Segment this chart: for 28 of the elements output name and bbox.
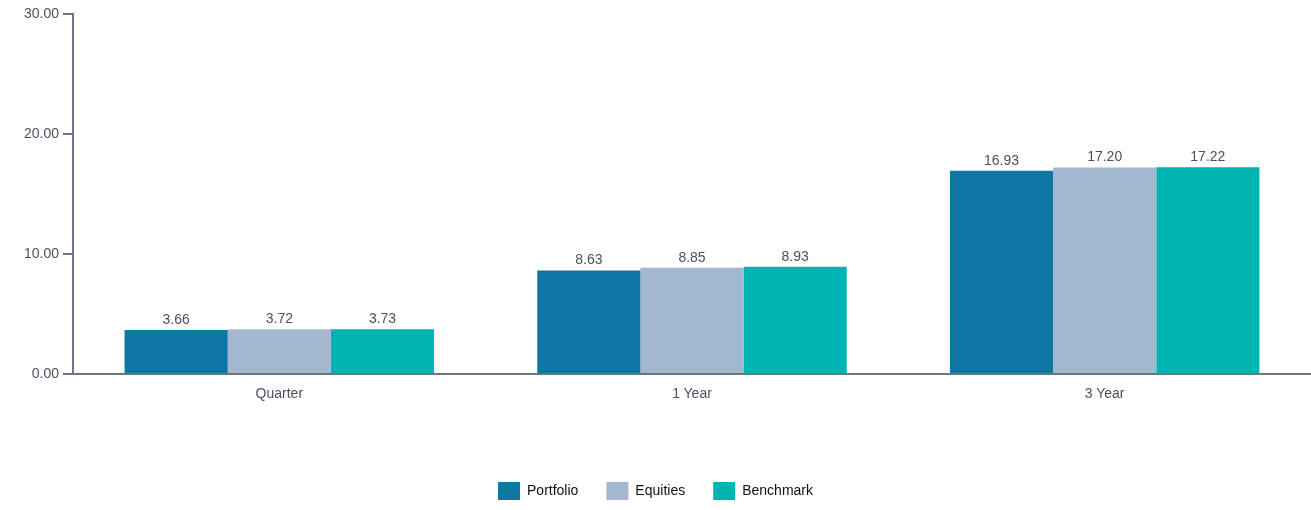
legend-label: Portfolio	[527, 481, 579, 498]
bar	[1053, 167, 1157, 373]
data-label: 16.93	[983, 151, 1020, 168]
data-label: 3.66	[162, 310, 190, 327]
x-tick-label: 3 Year	[1084, 385, 1125, 402]
y-tick-label: 0.00	[31, 364, 60, 381]
bar	[330, 329, 435, 373]
x-tick-label: Quarter	[255, 385, 304, 402]
legend-label: Equities	[635, 481, 686, 498]
bar	[1156, 167, 1260, 373]
data-label: 3.72	[265, 310, 294, 327]
bar	[640, 267, 744, 373]
y-tick-label: 30.00	[23, 4, 60, 21]
bar	[227, 329, 331, 373]
data-label: 17.20	[1087, 148, 1123, 165]
legend-label: Benchmark	[742, 481, 814, 498]
y-tick-label: 10.00	[23, 244, 60, 261]
data-label: 3.73	[368, 310, 397, 327]
data-label: 8.85	[678, 248, 706, 265]
bar	[743, 266, 847, 373]
bar	[949, 170, 1054, 373]
x-tick-label: 1 Year	[672, 385, 713, 402]
data-label: 8.63	[575, 251, 603, 268]
bar	[124, 330, 228, 373]
y-tick-label: 20.00	[23, 124, 60, 141]
bar	[537, 270, 641, 373]
data-label: 17.22	[1190, 148, 1226, 165]
data-label: 8.93	[781, 247, 809, 264]
